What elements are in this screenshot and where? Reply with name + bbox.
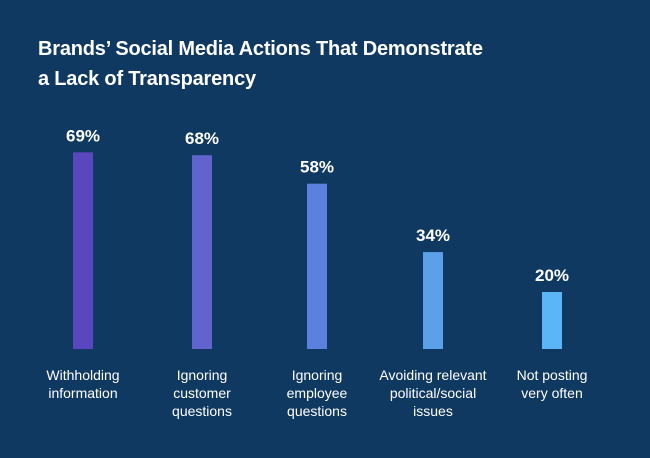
bar-5 (542, 292, 562, 349)
category-label-4-line-2: political/social (390, 385, 476, 401)
bar-3 (307, 183, 327, 349)
value-label-1: 69% (66, 126, 100, 145)
category-label-5-line-1: Not posting (517, 367, 588, 383)
bars-group (73, 152, 562, 349)
chart-title-line-2: a Lack of Transparency (38, 68, 256, 90)
category-label-2-line-1: Ignoring (177, 367, 228, 383)
chart-title-line-1: Brands’ Social Media Actions That Demons… (38, 38, 483, 60)
category-label-5-line-2: very often (521, 385, 582, 401)
bar-4 (423, 252, 443, 349)
category-label-2-line-3: questions (172, 403, 232, 419)
value-label-5: 20% (535, 266, 569, 285)
category-label-3-line-2: employee (287, 385, 348, 401)
category-label-3-line-1: Ignoring (292, 367, 343, 383)
category-label-1-line-2: information (48, 385, 117, 401)
category-labels-group: Withholding information Ignoring customer qu… (46, 367, 587, 419)
category-label-4-line-3: issues (413, 403, 453, 419)
category-label-3-line-3: questions (287, 403, 347, 419)
category-label-4-line-1: Avoiding relevant (379, 367, 486, 383)
chart-title: Brands’ Social Media Actions That Demons… (38, 34, 558, 94)
value-label-4: 34% (416, 226, 450, 245)
category-label-1-line-1: Withholding (46, 367, 119, 383)
value-label-3: 58% (300, 158, 334, 177)
bar-2 (192, 155, 212, 349)
value-label-2: 68% (185, 129, 219, 148)
value-labels-group: 69% 68% 58% 34% 20% (66, 126, 569, 285)
bar-1 (73, 152, 93, 349)
category-label-2-line-2: customer (173, 385, 231, 401)
